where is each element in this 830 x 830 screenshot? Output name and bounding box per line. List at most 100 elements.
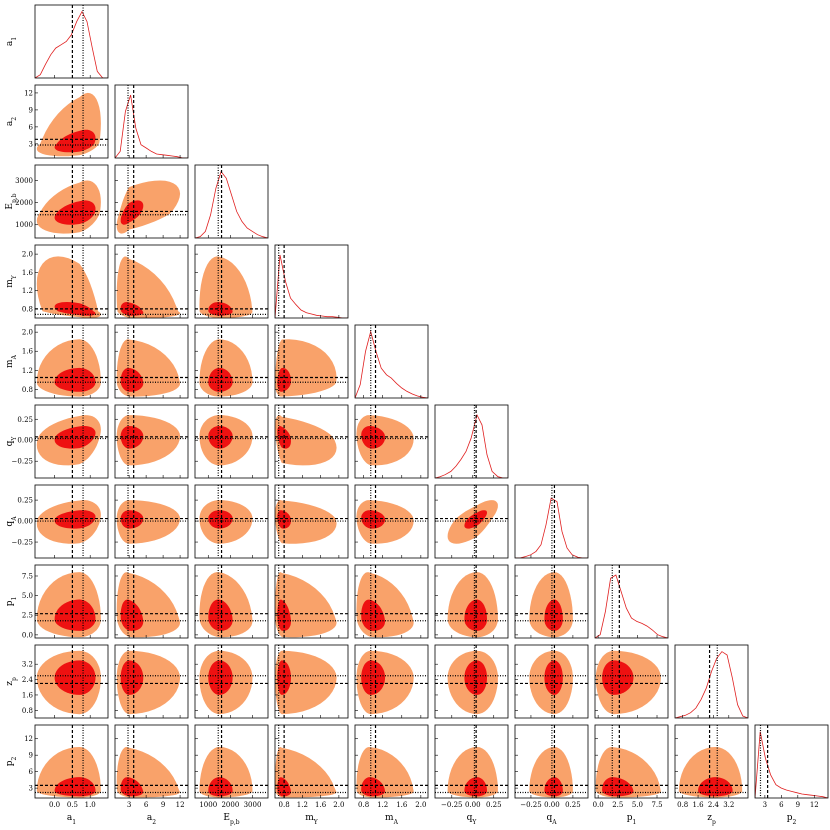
y-tick-label: 0.00 [17,437,33,445]
label-sub: A [393,819,399,826]
x-tick-label: 0.8 [677,801,688,809]
label-base: q [5,521,15,527]
contour-inner [464,510,487,529]
panel [195,565,268,638]
panel [115,325,188,398]
label-base: m [5,279,15,288]
panel [35,725,108,798]
axis-label: qA [5,516,18,527]
x-tick-label: 2.0 [415,801,426,809]
pdf-curve [195,170,268,238]
label-sub: 1 [11,597,18,601]
contour-inner [54,660,96,695]
y-tick-label: 12 [24,89,33,97]
panel-frame [194,164,269,239]
y-tick-label: 3 [29,140,33,148]
label-base: m [5,359,15,368]
panel-frame [34,84,109,159]
panel [35,165,108,238]
panel-frame [514,564,589,639]
label-base: p [5,760,15,766]
x-tick-label: 0.8 [358,801,369,809]
x-tick-label: 0.00 [465,801,481,809]
panel-frame [194,724,269,799]
y-tick-label: 0.8 [22,386,33,394]
contour-inner [120,660,144,695]
contour-inner [54,129,96,153]
panel-frame [514,484,589,559]
panel-frame [274,724,349,799]
y-tick-label: 0.00 [17,518,33,526]
label-sub: 2 [792,819,796,826]
panel-frame [594,644,669,719]
x-tick-label: 0.0 [593,801,604,809]
x-tick-label: 6 [779,801,784,809]
label-base: E [5,203,15,210]
y-tick-label: −0.25 [12,539,33,547]
panel-frame [354,564,429,639]
axis-label: p2 [787,813,797,826]
pdf-curve [355,330,428,398]
label-base: E [223,813,230,823]
contour-inner [361,660,386,695]
panel-frame [114,644,189,719]
panel [435,645,508,718]
panel-frame [34,4,109,79]
label-sub: A [11,516,18,522]
label-base: m [305,813,314,823]
contour-inner [120,200,144,225]
x-tick-label: 3.2 [723,801,734,809]
label-base: z [5,681,15,686]
x-tick-label: 3 [127,801,131,809]
x-tick-label: 5.0 [632,801,643,809]
panel-frame [114,164,189,239]
axis-label: mA [5,354,18,368]
panel-frame [114,484,189,559]
contour-inner [208,367,233,392]
panel-frame [194,324,269,399]
label-sub: 2 [152,819,156,826]
x-tick-label: 1.2 [297,801,308,809]
panel [195,325,268,398]
axis-label: Ep,b [5,193,18,209]
y-tick-label: 1000 [15,221,33,229]
label-sub: 2 [11,117,18,121]
y-tick-label: 3.2 [22,661,33,669]
contour-inner [277,510,291,529]
panel [355,325,428,398]
pdf-curve [435,413,508,478]
panel [115,85,188,158]
panel [35,325,108,398]
axis-label: p2 [5,757,18,767]
panel-frame [274,564,349,639]
panel [275,565,348,638]
panel [35,245,108,318]
x-tick-label: 0.8 [279,801,290,809]
axis-label: a1 [5,37,18,46]
panel-frame [354,724,429,799]
x-tick-label: 9 [161,801,165,809]
panel-frame [594,724,669,799]
label-base: a [147,813,153,823]
panel [35,485,108,558]
panel [355,645,428,718]
axis-label: zp [707,813,716,826]
contour-inner [208,510,233,529]
label-sub: 1 [632,819,636,826]
panel [435,405,508,478]
label-sub: p [712,819,716,826]
y-tick-label: 1.2 [22,287,33,295]
contour-inner [54,777,96,797]
panel [755,725,828,798]
y-tick-label: 0.8 [22,707,33,715]
contour-outer [275,500,337,544]
x-tick-label: 1.2 [377,801,388,809]
panel-frame [274,484,349,559]
panel [115,485,188,558]
label-sub: Y [313,819,319,826]
y-tick-label: 3000 [15,177,33,185]
contour-inner [208,777,233,797]
x-tick-label: 12 [176,801,185,809]
panel [275,405,348,478]
